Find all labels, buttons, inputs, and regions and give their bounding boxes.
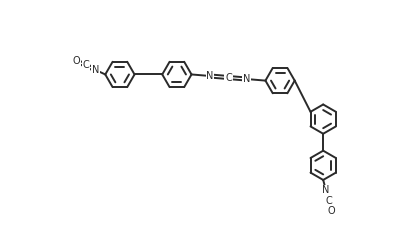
Text: O: O xyxy=(72,56,80,66)
Text: O: O xyxy=(328,206,335,216)
Text: C: C xyxy=(82,60,89,70)
Text: N: N xyxy=(322,185,330,195)
Text: N: N xyxy=(206,71,213,81)
Text: C: C xyxy=(225,73,232,82)
Text: N: N xyxy=(92,65,99,75)
Text: N: N xyxy=(243,74,251,84)
Text: C: C xyxy=(326,196,332,206)
